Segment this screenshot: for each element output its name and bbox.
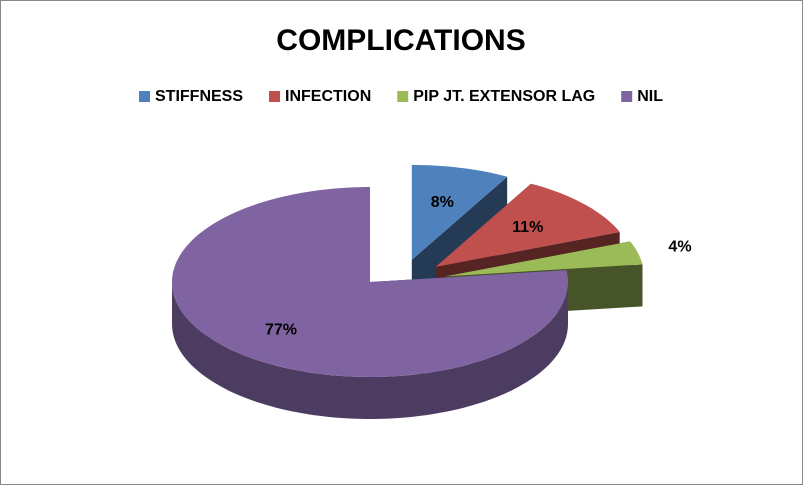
slice — [172, 187, 568, 419]
legend-label: NIL — [637, 88, 663, 105]
legend-label: PIP JT. EXTENSOR LAG — [413, 88, 595, 105]
legend-swatch — [621, 91, 633, 102]
slice — [446, 241, 643, 277]
legend-item: INFECTION — [269, 88, 371, 105]
legend-swatch — [269, 91, 281, 102]
slice-side — [172, 282, 568, 419]
legend-swatch — [397, 91, 409, 102]
legend-label: INFECTION — [285, 88, 371, 105]
legend-swatch — [139, 91, 151, 102]
pie: 8% 11% 4% 77% — [172, 164, 692, 419]
data-label: 8% — [431, 194, 454, 211]
slice — [411, 164, 508, 260]
chart-title: COMPLICATIONS — [276, 24, 525, 57]
legend-label: STIFFNESS — [155, 88, 243, 105]
data-label: 4% — [668, 239, 691, 256]
legend: STIFFNESS INFECTION PIP JT. EXTENSOR LAG NI… — [139, 88, 663, 105]
legend-item: NIL — [621, 88, 663, 105]
slice — [435, 183, 620, 267]
data-label: 77% — [265, 322, 297, 339]
legend-item: PIP JT. EXTENSOR LAG — [397, 88, 595, 105]
legend-item: STIFFNESS — [139, 88, 243, 105]
data-label: 11% — [512, 219, 543, 236]
slice — [172, 187, 568, 377]
